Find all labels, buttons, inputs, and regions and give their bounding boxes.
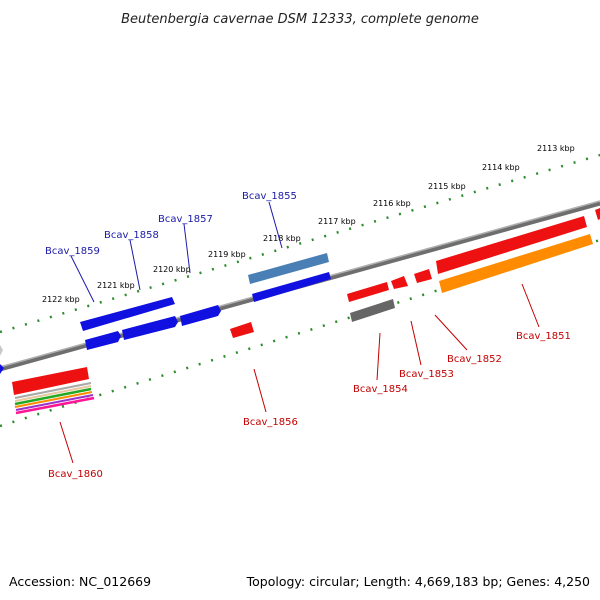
tick-label: 2120 kbp: [153, 265, 191, 274]
gene-arrow[interactable]: [230, 322, 254, 338]
forward-genes: [0, 253, 331, 374]
gene-label[interactable]: Bcav_1860: [48, 469, 103, 480]
leader-lines-reverse: [59, 283, 540, 464]
tick-label: 2118 kbp: [263, 234, 301, 243]
gene-arrow[interactable]: [439, 234, 593, 293]
gene-label[interactable]: Bcav_1858: [104, 230, 159, 241]
gene-arrow[interactable]: [436, 216, 587, 274]
gene-arrow[interactable]: [248, 253, 329, 284]
outer-tick-track: [0, 153, 600, 334]
gene-label[interactable]: Bcav_1852: [447, 354, 502, 365]
inner-tick-track: [0, 238, 600, 428]
gene-arrow[interactable]: [414, 269, 432, 283]
gene-label[interactable]: Bcav_1851: [516, 331, 571, 342]
gene-arrow[interactable]: [0, 364, 4, 374]
tick-label: 2114 kbp: [482, 163, 520, 172]
gene-label[interactable]: Bcav_1853: [399, 369, 454, 380]
gene-arrow[interactable]: [391, 276, 408, 289]
tick-label: 2117 kbp: [318, 217, 356, 226]
gene-arrow[interactable]: [80, 297, 175, 331]
leader-lines-forward: [70, 201, 283, 303]
gene-label[interactable]: Bcav_1857: [158, 214, 213, 225]
gene-arrow[interactable]: [85, 331, 121, 350]
gene-label[interactable]: Bcav_1854: [353, 384, 408, 395]
tick-label: 2121 kbp: [97, 281, 135, 290]
feature-stripes: [14, 382, 95, 415]
tick-label: 2116 kbp: [373, 199, 411, 208]
reverse-genes: [12, 208, 600, 395]
map-title: Beutenbergia cavernae DSM 12333, complet…: [121, 12, 479, 27]
gene-arrow[interactable]: [350, 299, 395, 322]
accession-text: Accession: NC_012669: [9, 574, 151, 589]
gene-arrow[interactable]: [180, 305, 221, 326]
gene-arrow[interactable]: [252, 272, 331, 302]
gene-labels-reverse: Bcav_1860 Bcav_1856 Bcav_1854 Bcav_1853 …: [48, 331, 571, 480]
tick-label: 2113 kbp: [537, 144, 575, 153]
gene-arrow[interactable]: [0, 345, 3, 356]
gene-arrow[interactable]: [12, 367, 89, 395]
gene-arrow[interactable]: [595, 208, 600, 220]
tick-label: 2122 kbp: [42, 295, 80, 304]
gene-label[interactable]: Bcav_1855: [242, 191, 297, 202]
genome-summary-text: Topology: circular; Length: 4,669,183 bp…: [246, 574, 590, 589]
tick-labels: 2122 kbp 2121 kbp 2120 kbp 2119 kbp 2118…: [42, 144, 575, 304]
gene-label[interactable]: Bcav_1859: [45, 246, 100, 257]
gene-arrow[interactable]: [122, 316, 178, 340]
gene-arrow[interactable]: [347, 282, 389, 302]
tick-label: 2115 kbp: [428, 182, 466, 191]
gene-labels-forward: Bcav_1859 Bcav_1858 Bcav_1857 Bcav_1855: [45, 191, 297, 257]
tick-label: 2119 kbp: [208, 250, 246, 259]
gene-label[interactable]: Bcav_1856: [243, 417, 298, 428]
